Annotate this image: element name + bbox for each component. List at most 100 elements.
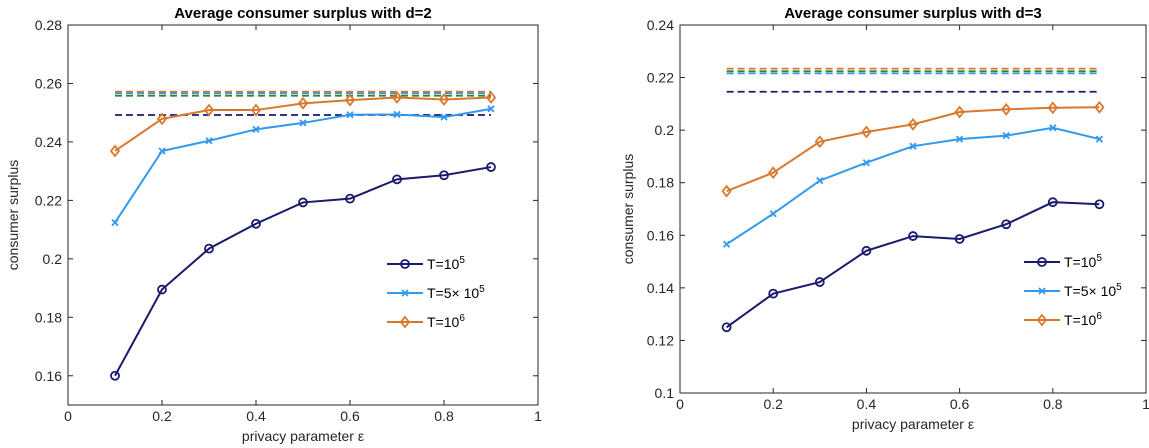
x-tick-label: 0.6 xyxy=(340,408,360,424)
series-line xyxy=(726,201,1100,329)
plot-area xyxy=(679,24,1147,394)
legend-entry: T=105 xyxy=(1064,253,1102,270)
data-point xyxy=(768,288,779,299)
chart-d2: Average consumer surplus with d=2 0 0.2 0.4… xyxy=(5,5,542,444)
x-tick-label: 0 xyxy=(676,396,684,412)
data-point xyxy=(861,245,872,256)
data-point xyxy=(955,135,964,143)
data-point xyxy=(391,91,403,104)
series-line xyxy=(726,106,1100,193)
data-point xyxy=(909,142,917,150)
legend-marker xyxy=(1036,313,1048,327)
data-point xyxy=(297,96,309,110)
x-axis-label: privacy parameter ε xyxy=(242,428,364,444)
y-tick-label: 0.26 xyxy=(35,75,62,91)
data-point xyxy=(862,159,871,167)
data-point xyxy=(251,218,261,229)
data-point xyxy=(1001,102,1012,116)
data-point xyxy=(487,105,495,113)
legend-entry-exponent: 6 xyxy=(459,313,465,324)
data-point xyxy=(816,176,824,185)
data-point xyxy=(769,210,777,218)
data-point xyxy=(1001,219,1012,230)
data-point xyxy=(861,125,872,139)
data-point xyxy=(393,110,401,119)
legend-entry: T=105 xyxy=(427,255,465,272)
x-tick-label: 0 xyxy=(64,408,72,424)
legend-entry-text: T=10 xyxy=(427,256,460,272)
legend-entry-exponent: 5 xyxy=(479,284,485,295)
legend-entry-exponent: 5 xyxy=(1116,282,1122,293)
y-tick-label: 0.24 xyxy=(35,134,62,150)
y-tick-label: 0.28 xyxy=(35,17,62,33)
legend-entry-text: T=5× 10 xyxy=(1064,283,1116,299)
data-point xyxy=(158,147,166,155)
data-point xyxy=(1094,199,1105,210)
legend-entry-exponent: 6 xyxy=(1096,311,1102,322)
data-point xyxy=(814,277,825,287)
y-tick-label: 0.2 xyxy=(43,251,63,267)
data-point xyxy=(203,103,215,117)
legend-marker xyxy=(1037,257,1047,267)
data-point xyxy=(205,137,213,145)
data-point xyxy=(156,112,168,126)
data-point xyxy=(109,144,121,158)
data-point xyxy=(250,103,262,117)
data-point xyxy=(954,105,965,119)
x-tick-label: 0.4 xyxy=(246,408,266,424)
legend-entry-text: T=10 xyxy=(427,314,460,330)
data-point xyxy=(204,243,214,254)
data-point xyxy=(252,125,260,133)
legend-marker xyxy=(399,315,411,329)
series-line xyxy=(114,96,492,152)
legend-entry: T=106 xyxy=(1064,311,1102,328)
data-point xyxy=(1047,101,1058,115)
legend-entry: T=5× 105 xyxy=(427,284,485,301)
data-point xyxy=(157,284,167,295)
legend-entry-text: T=10 xyxy=(1064,312,1097,328)
y-tick-label: 0.24 xyxy=(647,17,674,33)
data-point xyxy=(346,111,354,119)
data-point xyxy=(814,135,825,149)
data-point xyxy=(110,370,120,381)
x-tick-label: 0.2 xyxy=(763,396,783,412)
data-point xyxy=(1094,100,1105,114)
data-point xyxy=(721,184,732,198)
data-point xyxy=(486,162,496,172)
y-axis-label: consumer surplus xyxy=(620,154,636,265)
x-tick-label: 0.2 xyxy=(152,408,172,424)
y-tick-label: 0.22 xyxy=(35,192,62,208)
data-point xyxy=(344,93,356,107)
legend-marker xyxy=(401,289,409,297)
y-tick-label: 0.22 xyxy=(647,70,674,86)
data-point xyxy=(485,91,497,104)
x-tick-label: 0.8 xyxy=(434,408,454,424)
series-line xyxy=(114,166,492,377)
legend-entry-text: T=10 xyxy=(1064,254,1097,270)
legend-entry-exponent: 5 xyxy=(459,255,465,266)
plot-area xyxy=(67,24,539,406)
y-tick-label: 0.16 xyxy=(35,368,62,384)
data-point xyxy=(438,93,450,106)
x-tick-label: 0.6 xyxy=(950,396,970,412)
legend-entry-exponent: 5 xyxy=(1096,253,1102,264)
y-tick-label: 0.1 xyxy=(655,385,675,401)
data-point xyxy=(299,119,307,127)
y-tick-label: 0.18 xyxy=(35,309,62,325)
data-point xyxy=(768,166,779,180)
y-axis-label: consumer surplus xyxy=(5,160,21,271)
data-point xyxy=(298,197,308,208)
x-tick-label: 1 xyxy=(1142,396,1149,412)
data-point xyxy=(721,322,732,333)
data-point xyxy=(392,174,402,185)
y-tick-label: 0.2 xyxy=(655,122,675,138)
legend-marker xyxy=(400,259,410,269)
data-point xyxy=(439,170,449,181)
data-point xyxy=(111,218,119,227)
legend-entry: T=5× 105 xyxy=(1064,282,1122,299)
x-tick-label: 1 xyxy=(534,408,542,424)
data-point xyxy=(1095,135,1104,143)
